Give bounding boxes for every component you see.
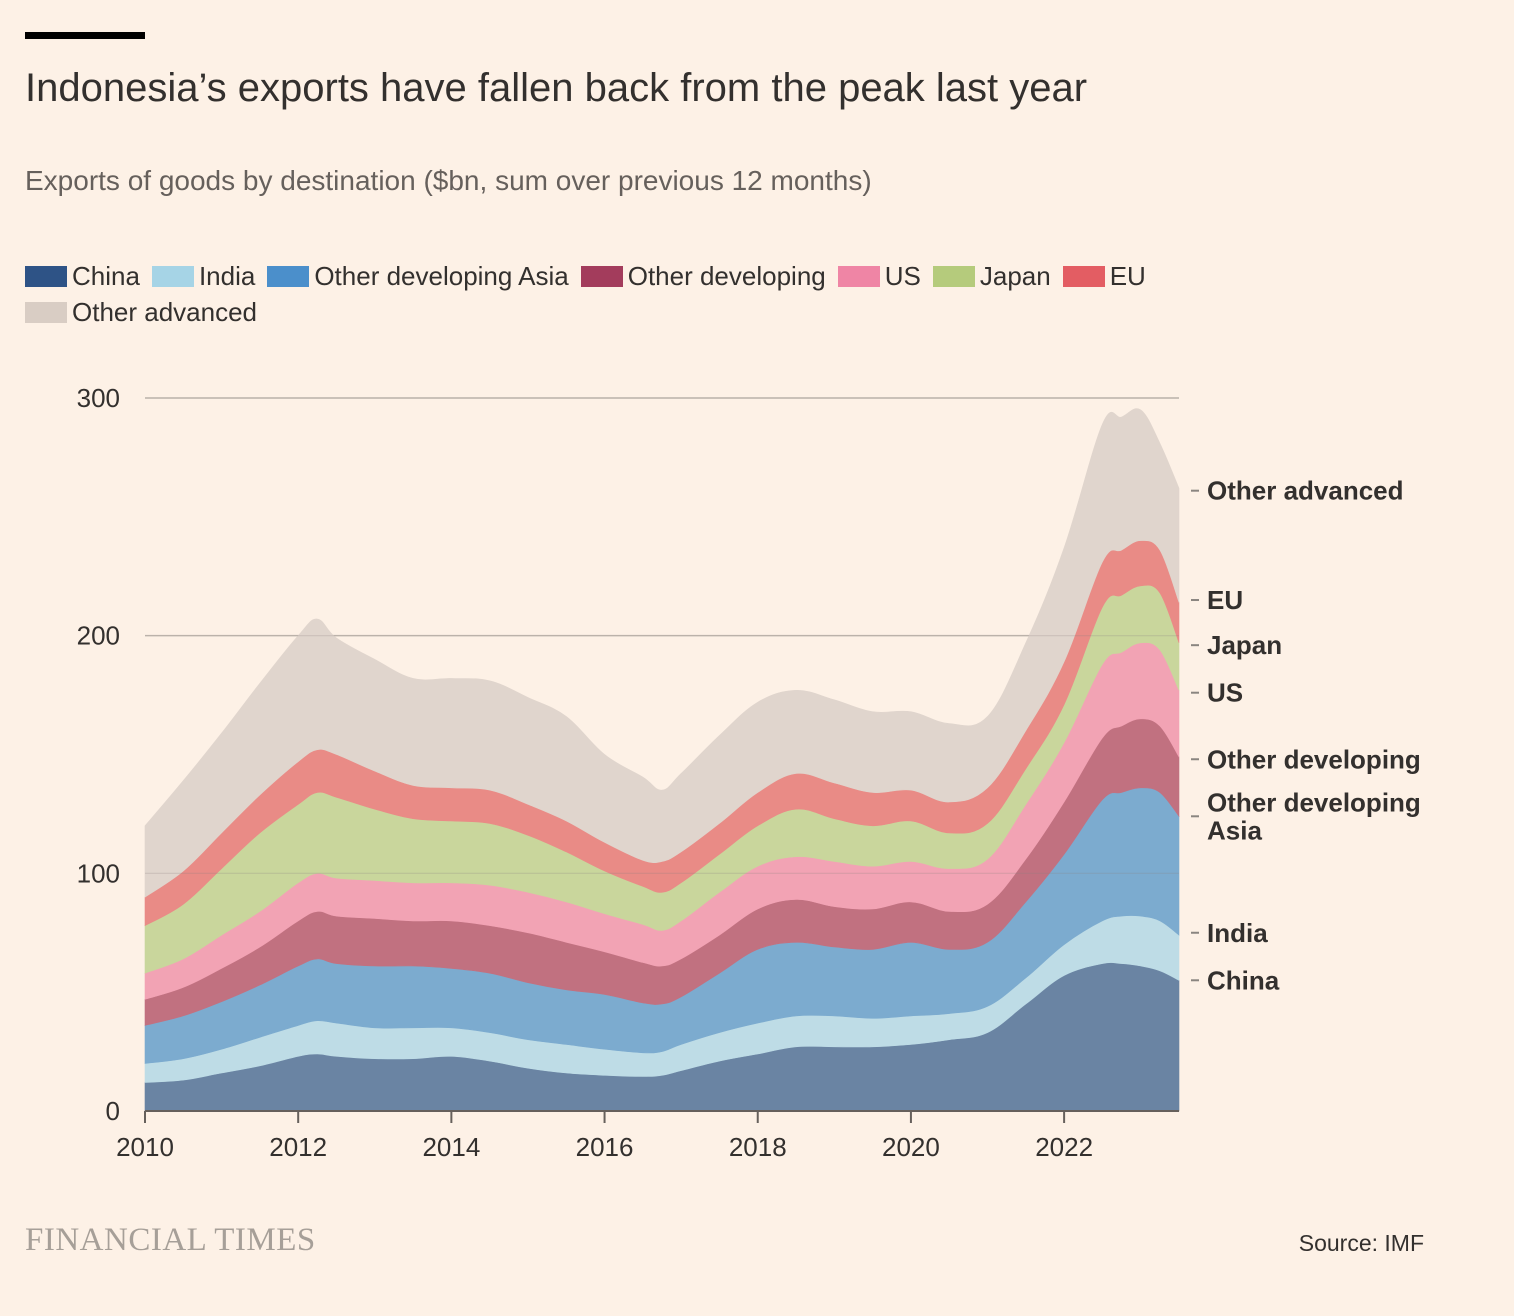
legend-label: Other developing [627, 260, 826, 291]
legend-label: India [198, 260, 256, 291]
legend-item-eu: EU [1062, 258, 1146, 294]
brand-logo: FINANCIAL TIMES [25, 1222, 316, 1258]
legend-item-other-developing: Other developing [580, 258, 826, 294]
legend-swatch [151, 265, 194, 287]
chart-title: Indonesia’s exports have fallen back fro… [25, 66, 1088, 110]
y-tick-label: 200 [77, 621, 120, 651]
end-label: India [1207, 918, 1268, 948]
legend-swatch [1062, 265, 1105, 287]
legend-swatch [267, 265, 310, 287]
legend-item-other-advanced: Other advanced [25, 294, 257, 330]
x-tick-label: 2012 [269, 1132, 327, 1162]
y-tick-label: 300 [77, 383, 120, 413]
x-tick-label: 2014 [422, 1132, 480, 1162]
y-tick-label: 0 [106, 1096, 120, 1126]
legend-item-japan: Japan [932, 258, 1051, 294]
header-rule [25, 32, 145, 39]
x-tick-label: 2022 [1035, 1132, 1093, 1162]
chart-legend: China India Other developing Asia Other dev… [25, 258, 1265, 330]
legend-item-other-developing-asia: Other developing Asia [267, 258, 569, 294]
x-tick-label: 2018 [729, 1132, 787, 1162]
legend-swatch [25, 265, 67, 287]
legend-swatch [580, 265, 623, 287]
end-label: Japan [1207, 630, 1282, 660]
legend-label: Japan [979, 260, 1051, 291]
end-label: EU [1207, 585, 1243, 615]
legend-swatch [932, 265, 975, 287]
legend-label: Other advanced [72, 296, 258, 327]
legend-item-india: India [151, 258, 256, 294]
chart-subtitle: Exports of goods by destination ($bn, su… [25, 165, 872, 196]
x-tick-label: 2016 [576, 1132, 634, 1162]
legend-label: China [72, 260, 140, 291]
area-layers [144, 408, 1180, 1112]
legend-swatch [837, 265, 880, 287]
legend-label: EU [1109, 260, 1146, 291]
legend-label: US [884, 260, 921, 291]
y-tick-label: 100 [77, 858, 120, 888]
area-other-advanced [144, 408, 1180, 898]
legend-item-us: US [837, 258, 921, 294]
end-label: US [1207, 678, 1243, 708]
x-tick-label: 2010 [116, 1132, 174, 1162]
legend-swatch [25, 301, 67, 323]
end-label: Other developing Asia [1207, 787, 1421, 845]
end-label: Other advanced [1207, 476, 1404, 506]
end-label: China [1207, 965, 1280, 995]
source-note: Source: IMF [1298, 1230, 1424, 1256]
x-tick-label: 2020 [882, 1132, 940, 1162]
end-label: Other developing [1207, 744, 1421, 774]
legend-label: Other developing Asia [314, 260, 569, 291]
legend-item-china: China [25, 258, 140, 294]
